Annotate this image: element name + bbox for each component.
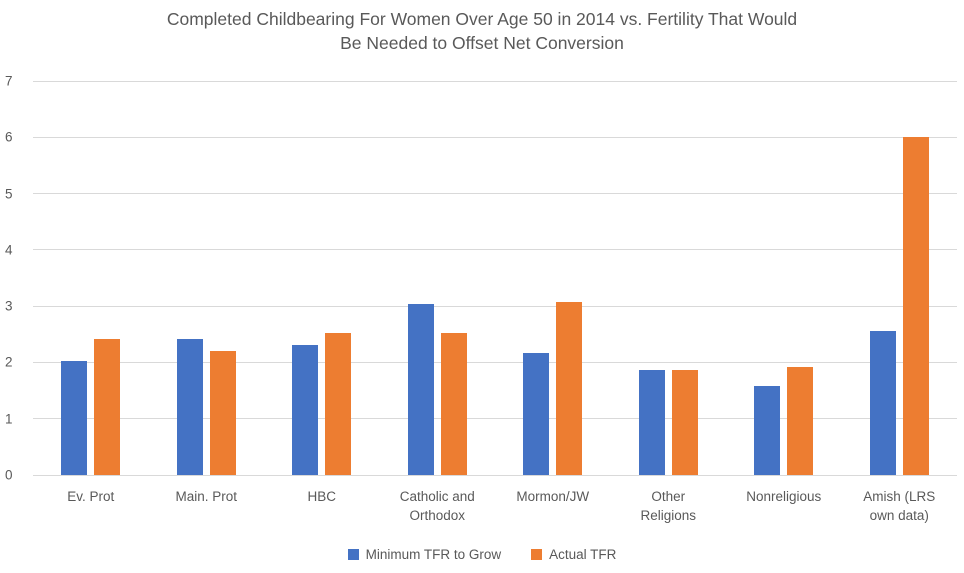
legend-swatch-icon: [531, 549, 543, 560]
gridline: [33, 193, 957, 195]
bar: [176, 338, 203, 475]
gridline: [33, 80, 957, 82]
bar: [638, 370, 665, 475]
y-tick-label: 3: [5, 298, 13, 314]
y-tick-label: 6: [5, 129, 13, 145]
bar: [787, 366, 814, 475]
legend-swatch-icon: [347, 549, 359, 560]
gridline: [33, 136, 957, 138]
legend-label: Minimum TFR to Grow: [365, 547, 502, 562]
bar: [671, 370, 698, 475]
y-tick-label: 5: [5, 186, 13, 202]
legend-item: Minimum TFR to Grow: [347, 547, 502, 562]
gridline: [33, 474, 957, 476]
bar: [556, 301, 583, 475]
y-tick-label: 4: [5, 242, 13, 258]
gridline: [33, 305, 957, 307]
bar: [209, 350, 236, 475]
x-category-label: HBC: [307, 489, 336, 504]
bar: [440, 332, 467, 475]
y-tick-label: 2: [5, 354, 13, 370]
x-category-label: Other Religions: [640, 489, 697, 523]
x-category-label: Main. Prot: [175, 489, 238, 504]
gridline: [33, 418, 957, 420]
bar: [754, 386, 781, 475]
gridline: [33, 249, 957, 251]
chart-title-line-2: Be Needed to Offset Net Conversion: [340, 33, 624, 53]
plot-area: [33, 80, 957, 476]
y-tick-label: 0: [5, 467, 13, 483]
legend-label: Actual TFR: [549, 547, 617, 562]
bar: [325, 332, 352, 475]
legend-item: Actual TFR: [531, 547, 616, 562]
x-category-label: Nonreligious: [746, 489, 822, 504]
gridline: [33, 361, 957, 363]
bar: [407, 303, 434, 475]
bar: [61, 360, 88, 475]
x-category-label: Mormon/JW: [516, 489, 590, 504]
x-category-label: Amish (LRS own data): [863, 489, 936, 523]
chart-title-line-1: Completed Childbearing For Women Over Ag…: [166, 9, 798, 29]
bar: [292, 344, 319, 475]
bar: [523, 352, 550, 475]
bar: [902, 137, 929, 475]
chart-title: Completed Childbearing For Women Over Ag…: [0, 7, 964, 55]
x-category-label: Catholic and Orthodox: [399, 489, 475, 523]
bar: [869, 330, 896, 475]
y-tick-label: 7: [5, 73, 13, 89]
y-tick-label: 1: [5, 411, 13, 427]
legend: Minimum TFR to Grow Actual TFR: [0, 547, 964, 562]
x-category-label: Ev. Prot: [67, 489, 115, 504]
bar: [94, 338, 121, 475]
